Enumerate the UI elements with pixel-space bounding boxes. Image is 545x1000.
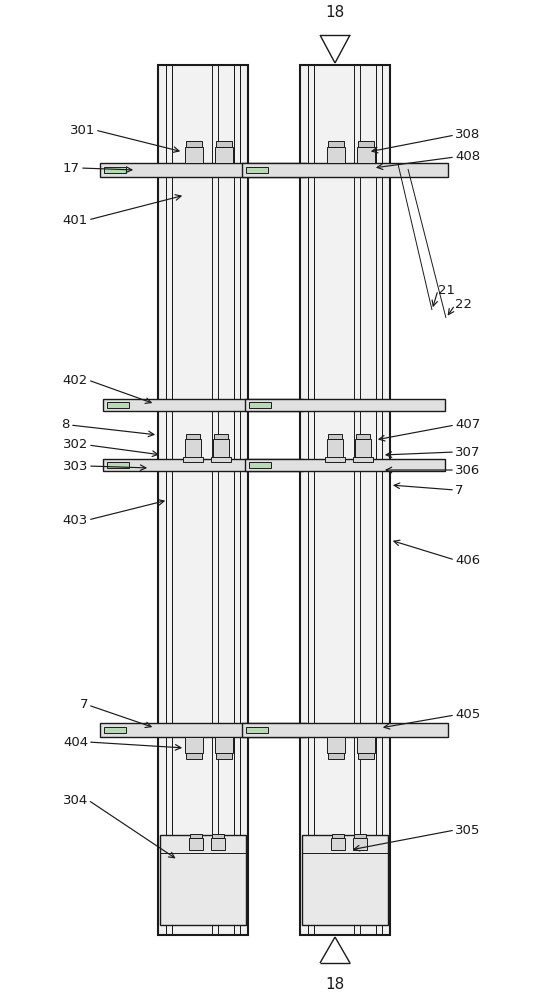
- Bar: [246, 167, 268, 173]
- Text: 408: 408: [455, 150, 480, 163]
- Text: 402: 402: [63, 373, 88, 386]
- Text: 17: 17: [63, 161, 80, 174]
- Bar: [185, 737, 203, 753]
- Bar: [103, 459, 303, 471]
- Bar: [160, 835, 246, 925]
- Bar: [158, 65, 248, 935]
- Text: 304: 304: [63, 794, 88, 806]
- Text: 406: 406: [455, 554, 480, 566]
- Text: 18: 18: [325, 977, 344, 992]
- Bar: [211, 457, 231, 462]
- Bar: [327, 737, 345, 753]
- Bar: [308, 65, 382, 935]
- Bar: [353, 457, 373, 462]
- Bar: [249, 402, 271, 408]
- Bar: [246, 727, 268, 733]
- Bar: [245, 399, 445, 411]
- Bar: [186, 434, 200, 439]
- Bar: [358, 753, 374, 759]
- Bar: [107, 402, 129, 408]
- Bar: [215, 737, 233, 753]
- Text: 21: 21: [438, 284, 455, 296]
- Bar: [331, 838, 345, 850]
- Bar: [314, 65, 376, 935]
- Bar: [190, 834, 202, 838]
- Text: 8: 8: [62, 418, 70, 432]
- Bar: [328, 141, 344, 147]
- Bar: [183, 457, 203, 462]
- Bar: [300, 65, 390, 935]
- Text: 405: 405: [455, 708, 480, 722]
- Bar: [100, 163, 306, 177]
- Bar: [327, 439, 343, 459]
- Text: 301: 301: [70, 123, 95, 136]
- Bar: [242, 163, 448, 177]
- Bar: [213, 439, 229, 459]
- Bar: [332, 834, 344, 838]
- Bar: [166, 65, 240, 935]
- Bar: [327, 147, 345, 163]
- Text: 403: 403: [63, 514, 88, 526]
- Bar: [354, 834, 366, 838]
- Bar: [216, 141, 232, 147]
- Bar: [357, 147, 375, 163]
- Text: 401: 401: [63, 214, 88, 227]
- Bar: [107, 462, 129, 468]
- Bar: [185, 439, 201, 459]
- Bar: [356, 434, 370, 439]
- Bar: [186, 141, 202, 147]
- Bar: [249, 462, 271, 468]
- Text: 307: 307: [455, 446, 480, 458]
- Bar: [212, 834, 224, 838]
- Bar: [186, 753, 202, 759]
- Bar: [104, 727, 126, 733]
- Bar: [216, 753, 232, 759]
- Bar: [214, 434, 228, 439]
- Text: 7: 7: [80, 698, 88, 712]
- Bar: [172, 65, 234, 935]
- Text: 22: 22: [455, 298, 472, 312]
- Bar: [100, 723, 306, 737]
- Text: 404: 404: [63, 736, 88, 748]
- Bar: [185, 147, 203, 163]
- Text: 306: 306: [455, 464, 480, 477]
- Text: 407: 407: [455, 418, 480, 432]
- Bar: [189, 838, 203, 850]
- Bar: [302, 835, 388, 925]
- Text: 302: 302: [63, 438, 88, 452]
- Bar: [242, 723, 448, 737]
- Text: 18: 18: [325, 5, 344, 20]
- Bar: [357, 737, 375, 753]
- Bar: [245, 459, 445, 471]
- Text: 303: 303: [63, 460, 88, 473]
- Bar: [104, 167, 126, 173]
- Bar: [355, 439, 371, 459]
- Bar: [103, 399, 303, 411]
- Text: 305: 305: [455, 824, 480, 836]
- Bar: [353, 838, 367, 850]
- Bar: [215, 147, 233, 163]
- Text: 7: 7: [455, 484, 463, 496]
- Text: 308: 308: [455, 128, 480, 141]
- Bar: [211, 838, 225, 850]
- Bar: [328, 753, 344, 759]
- Bar: [358, 141, 374, 147]
- Bar: [328, 434, 342, 439]
- Bar: [325, 457, 345, 462]
